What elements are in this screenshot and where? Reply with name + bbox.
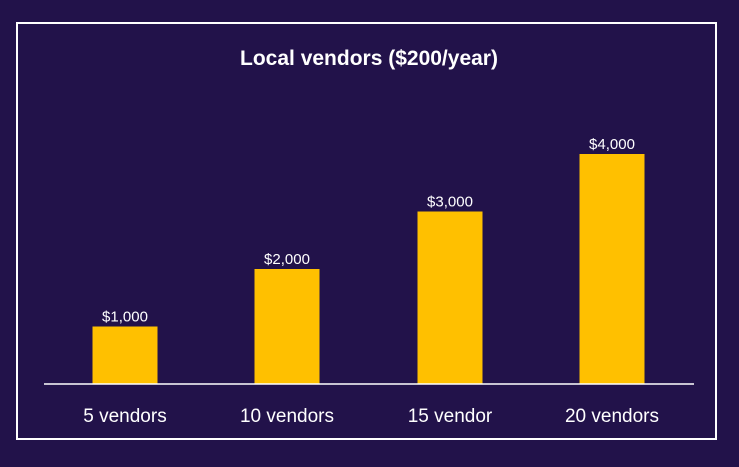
data-label-4: $4,000 [589, 136, 635, 153]
category-label-1: 5 vendors [83, 406, 166, 427]
data-label-2: $2,000 [264, 251, 310, 268]
category-labels-group: 5 vendors 10 vendors 15 vendor 20 vendors [83, 406, 659, 427]
chart-title: Local vendors ($200/year) [240, 47, 498, 70]
category-label-3: 15 vendor [408, 406, 493, 427]
category-label-2: 10 vendors [240, 406, 334, 427]
data-label-1: $1,000 [102, 309, 148, 326]
bar-4 [579, 154, 645, 384]
bar-2 [254, 269, 320, 384]
bar-1 [92, 326, 158, 384]
bars-group [92, 154, 645, 384]
data-label-3: $3,000 [427, 194, 473, 211]
category-label-4: 20 vendors [565, 406, 659, 427]
chart-frame [16, 22, 717, 440]
data-labels-group: $1,000 $2,000 $3,000 $4,000 [102, 136, 635, 326]
bar-3 [417, 211, 483, 384]
